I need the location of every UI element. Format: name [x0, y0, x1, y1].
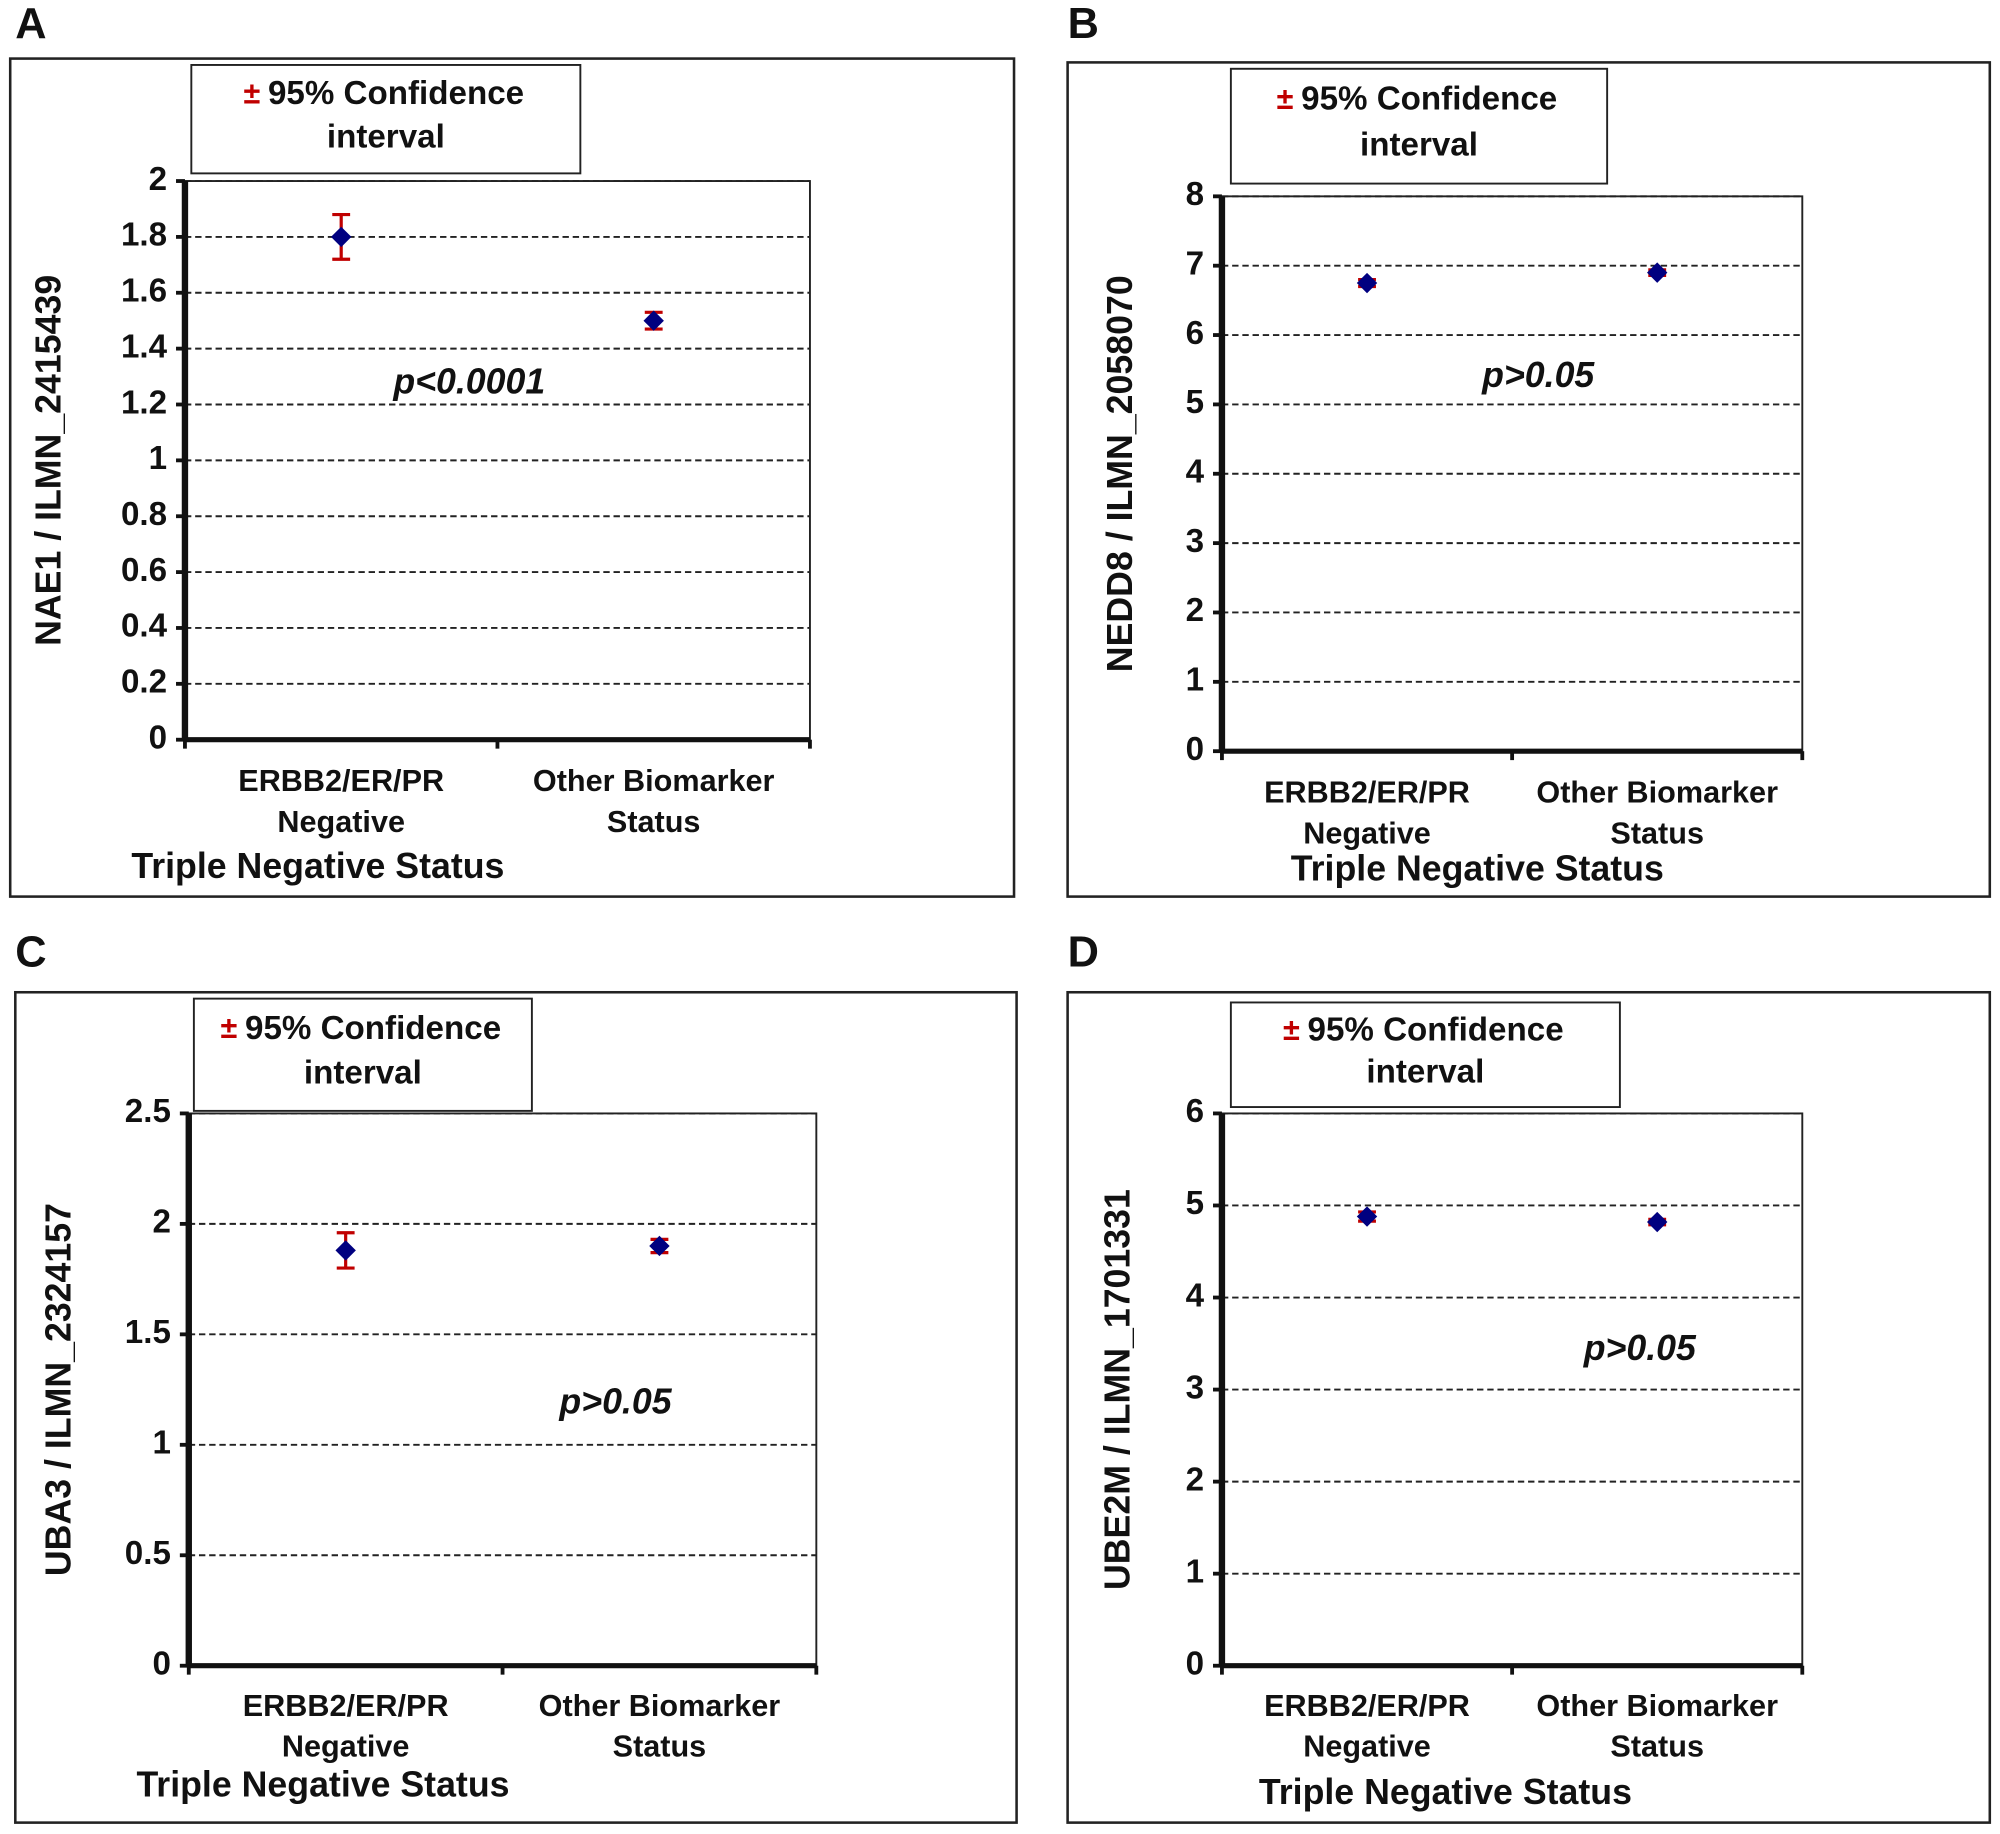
y-tick-label: 0.2 [121, 664, 167, 701]
plot-area [187, 1112, 818, 1667]
marker [330, 226, 352, 248]
y-tick-label: 4 [1186, 1277, 1205, 1314]
y-tick-label: 1.6 [121, 273, 167, 310]
annotation: p<0.0001 [392, 361, 545, 401]
marker [1647, 262, 1668, 283]
panel-label: C [15, 929, 46, 977]
marker [1647, 1211, 1668, 1233]
legend-label: 95% Confidence [245, 1010, 501, 1047]
x-tick-label: Other Biomarker Status [539, 1689, 781, 1764]
panel-frame [1066, 61, 1992, 898]
y-tick-label: 2.5 [125, 1093, 171, 1130]
x-tick-label: ERBB2/ER/PR Negative [243, 1689, 449, 1764]
legend-label: interval [1366, 1053, 1484, 1090]
y-tick-label: 5 [1186, 384, 1204, 421]
panel-frame [1066, 990, 1992, 1824]
y-tick-label: 1.8 [121, 217, 167, 254]
panel-label: B [1068, 0, 1099, 48]
y-tick-label: 6 [1186, 1093, 1204, 1130]
legend-label: 95% Confidence [268, 75, 524, 112]
x-tick-label: ERBB2/ER/PR Negative [1264, 776, 1470, 851]
x-axis-title: Triple Negative Status [1291, 849, 1664, 889]
y-tick-label: 1 [1186, 662, 1204, 699]
y-tick-label: 2 [152, 1204, 170, 1241]
y-tick-label: 1.2 [121, 384, 167, 421]
y-axis-title: NAE1 / ILMN_2415439 [28, 275, 68, 646]
y-tick-label: 1.4 [121, 328, 168, 365]
legend-label: 95% Confidence [1301, 81, 1557, 118]
legend-symbol: ± [221, 1011, 238, 1045]
legend-box [1229, 67, 1609, 185]
marker [1356, 272, 1378, 294]
y-tick-label: 1.5 [125, 1314, 171, 1351]
y-tick-label: 0.8 [121, 496, 167, 533]
y-tick-label: 0 [1186, 731, 1204, 768]
y-tick-label: 0 [152, 1645, 170, 1682]
y-tick-label: 7 [1186, 245, 1204, 282]
y-tick-label: 1 [1186, 1553, 1204, 1590]
marker [643, 310, 664, 331]
y-tick-label: 3 [1186, 1369, 1204, 1406]
y-tick-label: 2 [149, 161, 167, 198]
y-tick-label: 4 [1186, 454, 1205, 491]
x-axis-title: Triple Negative Status [1259, 1772, 1632, 1812]
legend-box [192, 997, 533, 1112]
marker [649, 1235, 670, 1257]
x-axis-title: Triple Negative Status [136, 1764, 509, 1804]
legend-label: 95% Confidence [1308, 1012, 1564, 1049]
y-tick-label: 3 [1186, 523, 1204, 560]
x-tick-label: Other Biomarker Status [533, 764, 775, 839]
x-tick-label: ERBB2/ER/PR Negative [238, 764, 444, 839]
y-tick-label: 0.5 [125, 1535, 171, 1572]
legend-symbol: ± [1277, 82, 1294, 116]
y-tick-label: 1 [152, 1425, 170, 1462]
x-tick-label: Other Biomarker Status [1536, 1689, 1778, 1764]
y-tick-label: 5 [1186, 1185, 1204, 1222]
legend-symbol: ± [1283, 1013, 1300, 1047]
legend-box [1229, 1001, 1621, 1109]
y-tick-label: 2 [1186, 1461, 1204, 1498]
legend-label: interval [1360, 127, 1478, 164]
x-tick-label: Other Biomarker Status [1536, 776, 1778, 851]
marker [335, 1240, 356, 1261]
y-axis-title: NEDD8 / ILMN_2058070 [1100, 275, 1140, 672]
marker [1356, 1206, 1378, 1227]
y-tick-label: 0 [149, 719, 167, 756]
y-tick-label: 1 [149, 440, 167, 477]
y-tick-label: 8 [1186, 176, 1204, 213]
x-tick-label: ERBB2/ER/PR Negative [1264, 1689, 1470, 1764]
x-axis-title: Triple Negative Status [131, 846, 504, 886]
legend-label: interval [327, 118, 445, 155]
panel-label: A [15, 0, 46, 48]
y-axis-title: UBE2M / ILMN_1701331 [1097, 1189, 1137, 1590]
legend-label: interval [304, 1055, 422, 1092]
y-axis-title: UBA3 / ILMN_2324157 [39, 1203, 79, 1576]
annotation: p>0.05 [558, 1382, 672, 1422]
legend-box [190, 64, 582, 175]
panel-label: D [1068, 929, 1099, 977]
panel-frame [14, 990, 1018, 1824]
y-tick-label: 0.6 [121, 552, 167, 589]
y-tick-label: 0 [1186, 1645, 1204, 1682]
y-tick-label: 0.4 [121, 608, 168, 645]
panel-frame [8, 57, 1016, 898]
legend-symbol: ± [244, 76, 261, 110]
y-tick-label: 6 [1186, 315, 1204, 352]
annotation: p>0.05 [1481, 355, 1595, 395]
y-tick-label: 2 [1186, 592, 1204, 629]
annotation: p>0.05 [1583, 1328, 1697, 1368]
